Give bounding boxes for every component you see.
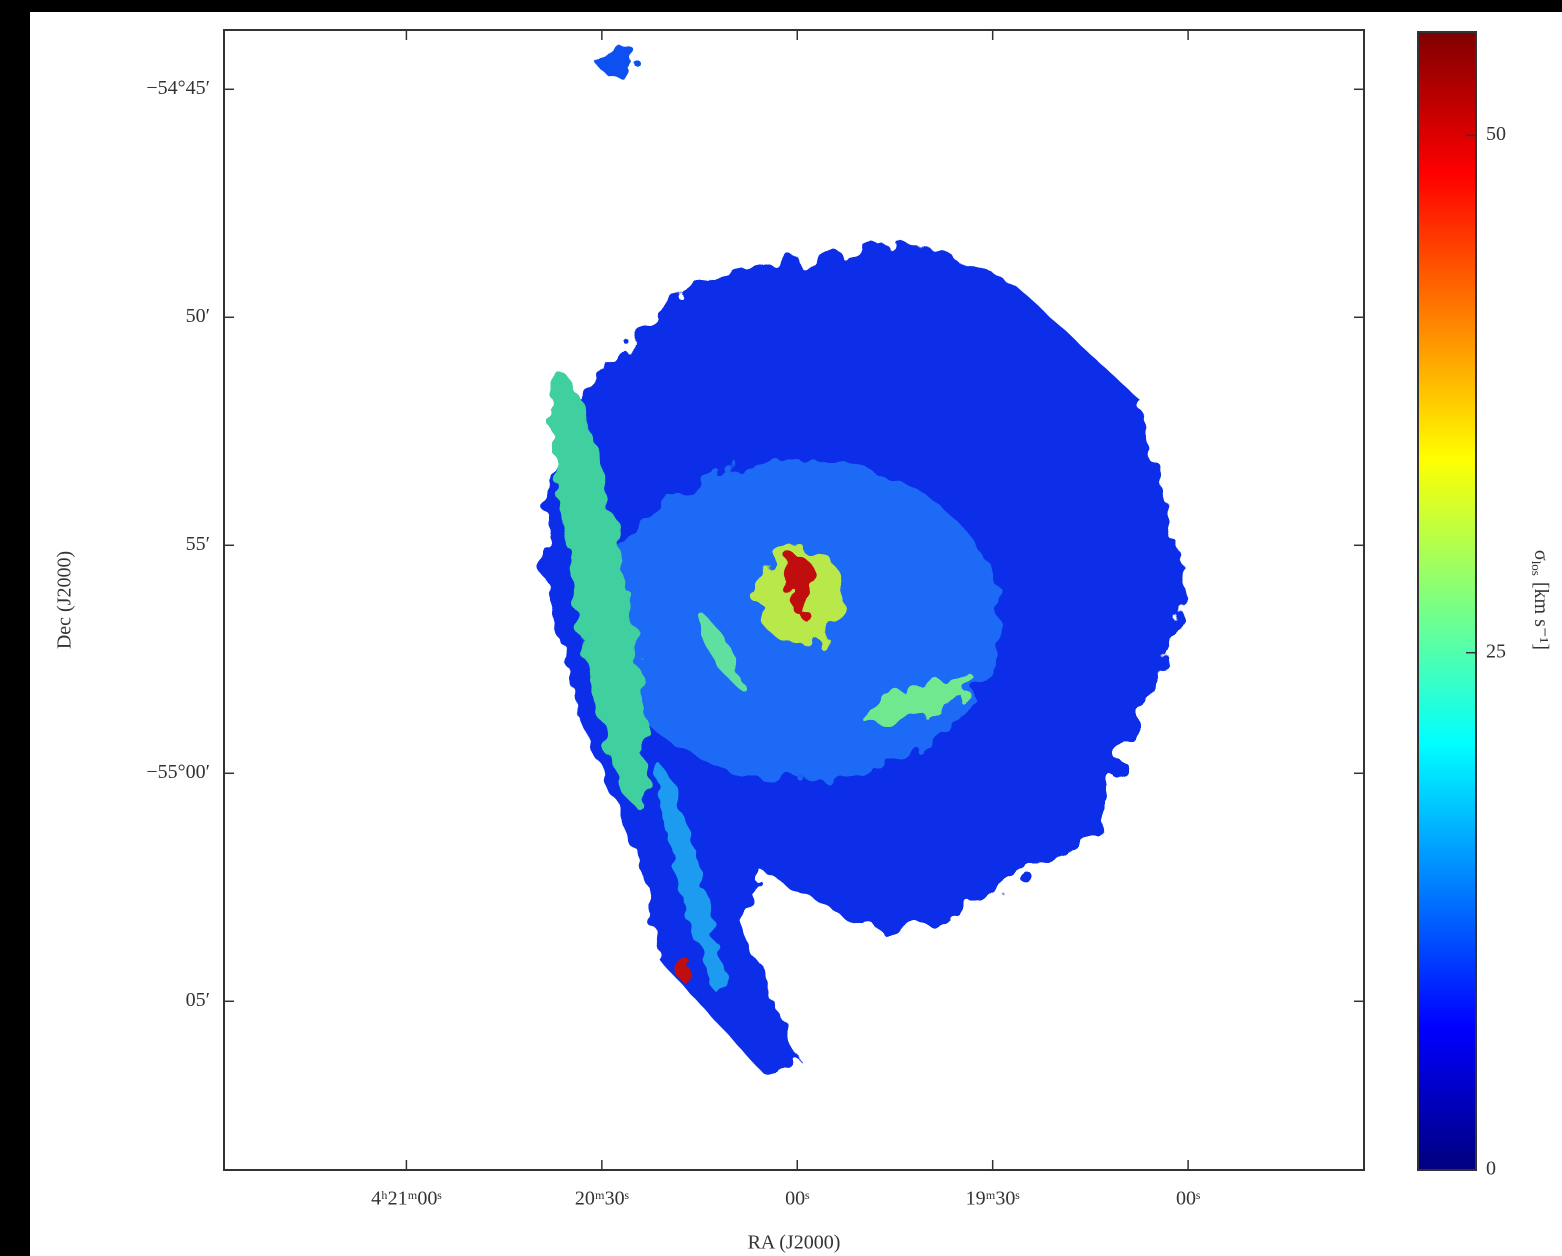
- x-tick-label: 20ᵐ30ˢ: [575, 1188, 629, 1210]
- y-tick-label: 50′: [186, 305, 210, 327]
- x-tick-label: 00ˢ: [1176, 1188, 1200, 1210]
- page: {"chart_data": {"type": "heatmap", "xlab…: [0, 0, 1562, 1256]
- x-tick-label: 4ʰ21ᵐ00ˢ: [371, 1188, 441, 1210]
- colorbar-subscript: los: [1529, 561, 1544, 576]
- colorbar: [1418, 32, 1476, 1170]
- chart: RA (J2000) Dec (J2000) σlos [km s⁻¹] 4ʰ21…: [0, 0, 1562, 1256]
- y-tick-label: 05′: [186, 989, 210, 1011]
- y-axis-label: Dec (J2000): [54, 551, 76, 649]
- colorbar-tick-label: 0: [1486, 1158, 1496, 1180]
- x-tick-label: 00ˢ: [785, 1188, 809, 1210]
- x-tick-label: 19ᵐ30ˢ: [966, 1188, 1020, 1210]
- colorbar-units: [km s⁻¹]: [1530, 582, 1552, 650]
- colorbar-symbol: σ: [1530, 550, 1552, 561]
- y-tick-label: −55°00′: [146, 761, 210, 783]
- x-axis-label: RA (J2000): [748, 1232, 841, 1254]
- y-tick-label: 55′: [186, 533, 210, 555]
- y-tick-label: −54°45′: [146, 77, 210, 99]
- colorbar-tick-label: 25: [1486, 640, 1506, 662]
- colorbar-tick-label: 50: [1486, 123, 1506, 145]
